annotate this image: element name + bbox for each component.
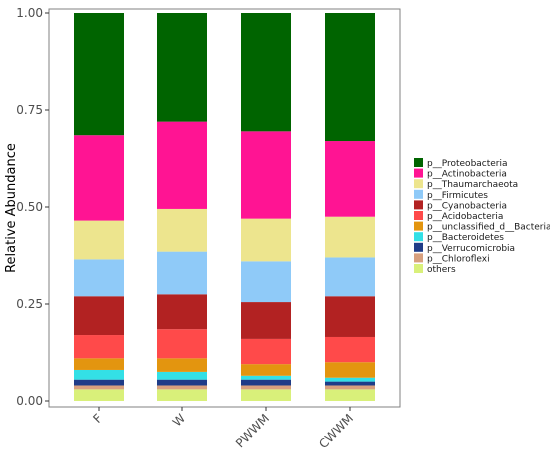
y-tick-label: 0.25 xyxy=(16,297,43,311)
bar-segment xyxy=(74,369,124,380)
legend-swatch xyxy=(414,168,423,178)
x-tick-label: W xyxy=(170,411,188,429)
bar-segment xyxy=(157,389,207,401)
bar-segment xyxy=(325,141,375,217)
bar-segment xyxy=(74,135,124,221)
bar-segment xyxy=(325,362,375,378)
x-tick-label: CWWM xyxy=(316,411,356,451)
legend-label: p__Firmicutes xyxy=(427,191,488,201)
bar-segment xyxy=(157,251,207,295)
bar-segment xyxy=(74,296,124,336)
bar-segment xyxy=(74,335,124,359)
legend-swatch xyxy=(414,200,423,210)
legend-label: p__unclassified_d__Bacteria xyxy=(427,223,550,233)
legend-label: p__Bacteroidetes xyxy=(427,233,504,243)
legend-swatch xyxy=(414,232,423,242)
bar-segment xyxy=(241,389,291,401)
bar-segment xyxy=(157,329,207,359)
bar-segment xyxy=(241,131,291,219)
x-tick-label: PWWM xyxy=(233,411,272,450)
bar-segment xyxy=(157,208,207,252)
legend-label: p__Acidobacteria xyxy=(427,212,503,222)
y-tick-label: 0.75 xyxy=(16,103,43,117)
bars-layer xyxy=(74,13,375,401)
legend-label: p__Proteobacteria xyxy=(427,159,508,169)
bar-segment xyxy=(241,379,291,386)
legend-label: p__Chloroflexi xyxy=(427,254,490,264)
bar-segment xyxy=(325,216,375,258)
bar-segment xyxy=(325,377,375,382)
bar-segment xyxy=(241,261,291,303)
legend-label: p__Actinobacteria xyxy=(427,170,507,180)
bar-segment xyxy=(325,389,375,401)
bar-segment xyxy=(74,358,124,370)
x-axis: F W PWWM CWWM xyxy=(90,407,356,451)
legend-label: others xyxy=(427,265,456,275)
bar-segment xyxy=(325,257,375,297)
legend-swatch xyxy=(414,158,423,167)
bar-segment xyxy=(157,121,207,209)
bar-segment xyxy=(325,336,375,363)
legend-swatch xyxy=(414,211,423,220)
y-tick-label: 1.00 xyxy=(16,6,43,20)
bar-segment xyxy=(157,385,207,390)
legend-swatch xyxy=(414,179,423,189)
legend: p__Proteobacteriap__Actinobacteriap__Tha… xyxy=(414,158,550,275)
y-axis: 0.00 0.25 0.50 0.75 1.00 xyxy=(16,6,49,408)
bar-segment xyxy=(74,389,124,401)
bar-segment xyxy=(74,385,124,390)
x-tick-label: F xyxy=(90,411,105,426)
legend-swatch xyxy=(414,189,423,199)
bar-segment xyxy=(157,371,207,380)
y-tick-label: 0.50 xyxy=(16,200,43,214)
bar-segment xyxy=(241,385,291,390)
bar-segment xyxy=(74,259,124,297)
bar-segment xyxy=(241,302,291,339)
bar-segment xyxy=(241,13,291,132)
legend-swatch xyxy=(414,264,423,273)
bar-segment xyxy=(74,379,124,386)
legend-swatch xyxy=(414,253,423,263)
legend-label: p__Verrucomicrobia xyxy=(427,244,515,254)
bar-segment xyxy=(325,381,375,386)
legend-swatch xyxy=(414,242,423,252)
bar-segment xyxy=(241,338,291,365)
bar-segment xyxy=(74,220,124,260)
bar-segment xyxy=(325,296,375,337)
bar-segment xyxy=(241,375,291,380)
y-axis-title: Relative Abundance xyxy=(4,143,19,273)
legend-swatch xyxy=(414,221,423,231)
bar-segment xyxy=(325,13,375,142)
bar-segment xyxy=(241,218,291,262)
bar-segment xyxy=(325,385,375,390)
legend-label: p__Thaumarchaeota xyxy=(427,180,518,190)
bar-segment xyxy=(74,13,124,136)
legend-label: p__Cyanobacteria xyxy=(427,201,507,211)
bar-segment xyxy=(157,358,207,372)
bar-segment xyxy=(157,294,207,330)
bar-segment xyxy=(157,379,207,386)
bar-segment xyxy=(241,364,291,376)
bar-segment xyxy=(157,13,207,122)
y-tick-label: 0.00 xyxy=(16,394,43,408)
